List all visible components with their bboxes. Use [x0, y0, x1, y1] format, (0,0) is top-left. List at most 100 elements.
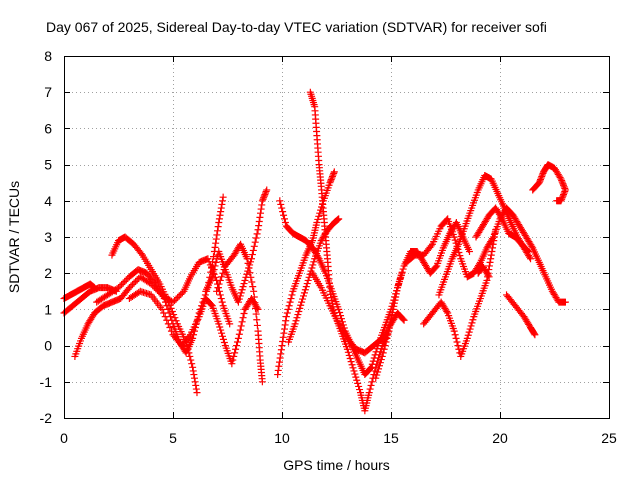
data-point	[561, 298, 569, 306]
data-point	[190, 371, 198, 379]
data-point	[260, 192, 268, 200]
data-point	[118, 281, 126, 289]
data-point	[213, 231, 221, 239]
data-point	[277, 350, 285, 358]
data-point	[288, 291, 296, 299]
data-point	[378, 352, 386, 360]
data-point	[129, 281, 137, 289]
data-point	[536, 176, 544, 184]
data-point	[250, 242, 258, 250]
data-point	[314, 215, 322, 223]
data-point	[167, 327, 175, 335]
data-point	[160, 295, 168, 303]
data-point	[389, 309, 397, 317]
data-point	[211, 262, 219, 270]
data-point	[248, 278, 256, 286]
data-point	[190, 374, 198, 382]
data-point	[133, 276, 141, 284]
data-point	[527, 255, 535, 263]
data-point	[327, 177, 335, 185]
data-point	[530, 330, 538, 338]
plot-frame	[64, 56, 610, 419]
data-point	[248, 251, 256, 259]
data-point	[277, 346, 285, 354]
data-point	[279, 208, 287, 216]
series-sat-track-19	[474, 262, 493, 281]
data-point	[251, 299, 259, 307]
data-point	[366, 385, 374, 393]
data-point	[384, 331, 392, 339]
data-point	[258, 201, 266, 209]
data-point	[427, 242, 435, 250]
data-point	[487, 255, 495, 263]
data-point	[220, 266, 228, 274]
data-point	[130, 279, 138, 287]
data-point	[398, 269, 406, 277]
data-point	[258, 378, 266, 386]
data-point	[301, 286, 309, 294]
data-point	[330, 169, 338, 177]
data-point	[216, 276, 224, 284]
data-point	[466, 325, 474, 333]
data-point	[232, 345, 240, 353]
data-point	[192, 385, 200, 393]
data-point	[261, 191, 269, 199]
data-point	[400, 316, 408, 324]
data-point	[492, 226, 500, 234]
data-point	[349, 364, 357, 372]
data-point	[399, 265, 407, 273]
data-point	[327, 176, 335, 184]
data-point	[245, 264, 253, 272]
data-point	[302, 283, 310, 291]
data-point	[293, 314, 301, 322]
data-point	[524, 247, 532, 255]
x-tick-label: 25	[601, 430, 617, 446]
data-point	[535, 179, 543, 187]
data-point	[220, 338, 228, 346]
data-point	[217, 326, 225, 334]
data-point	[452, 334, 460, 342]
data-point	[556, 174, 564, 182]
data-point	[465, 328, 473, 336]
data-point	[241, 276, 249, 284]
data-point	[376, 359, 384, 367]
data-point	[488, 247, 496, 255]
data-point	[356, 386, 364, 394]
y-tick-label: 7	[44, 84, 52, 100]
series-sat-track-6	[125, 287, 262, 368]
data-point	[283, 309, 291, 317]
data-point	[278, 204, 286, 212]
y-tick-label: 5	[44, 157, 52, 173]
series-sat-track-5	[93, 193, 227, 357]
data-point	[285, 302, 293, 310]
data-point	[303, 280, 311, 288]
data-point	[251, 238, 259, 246]
data-point	[328, 172, 336, 180]
data-point	[326, 179, 334, 187]
data-point	[450, 233, 458, 241]
data-point	[280, 329, 288, 337]
series-sat-track-8	[213, 240, 266, 386]
data-point	[250, 287, 258, 295]
data-point	[246, 269, 254, 277]
y-axis-label: SDTVAR / TECUs	[6, 181, 22, 293]
data-point	[343, 345, 351, 353]
data-point	[214, 284, 222, 292]
data-point	[166, 324, 174, 331]
data-point	[162, 298, 170, 306]
data-point	[443, 307, 451, 315]
data-point	[345, 351, 353, 359]
data-point	[278, 342, 286, 350]
data-point	[188, 360, 196, 368]
data-point	[287, 295, 295, 303]
series-sat-track-18	[420, 226, 500, 360]
data-point	[280, 211, 288, 219]
data-point	[280, 215, 288, 223]
x-tick-label: 15	[383, 430, 399, 446]
data-point	[259, 195, 267, 203]
data-point	[528, 242, 536, 250]
data-point	[234, 298, 242, 306]
data-point	[348, 361, 356, 369]
data-point	[219, 269, 227, 277]
data-point	[274, 366, 282, 374]
